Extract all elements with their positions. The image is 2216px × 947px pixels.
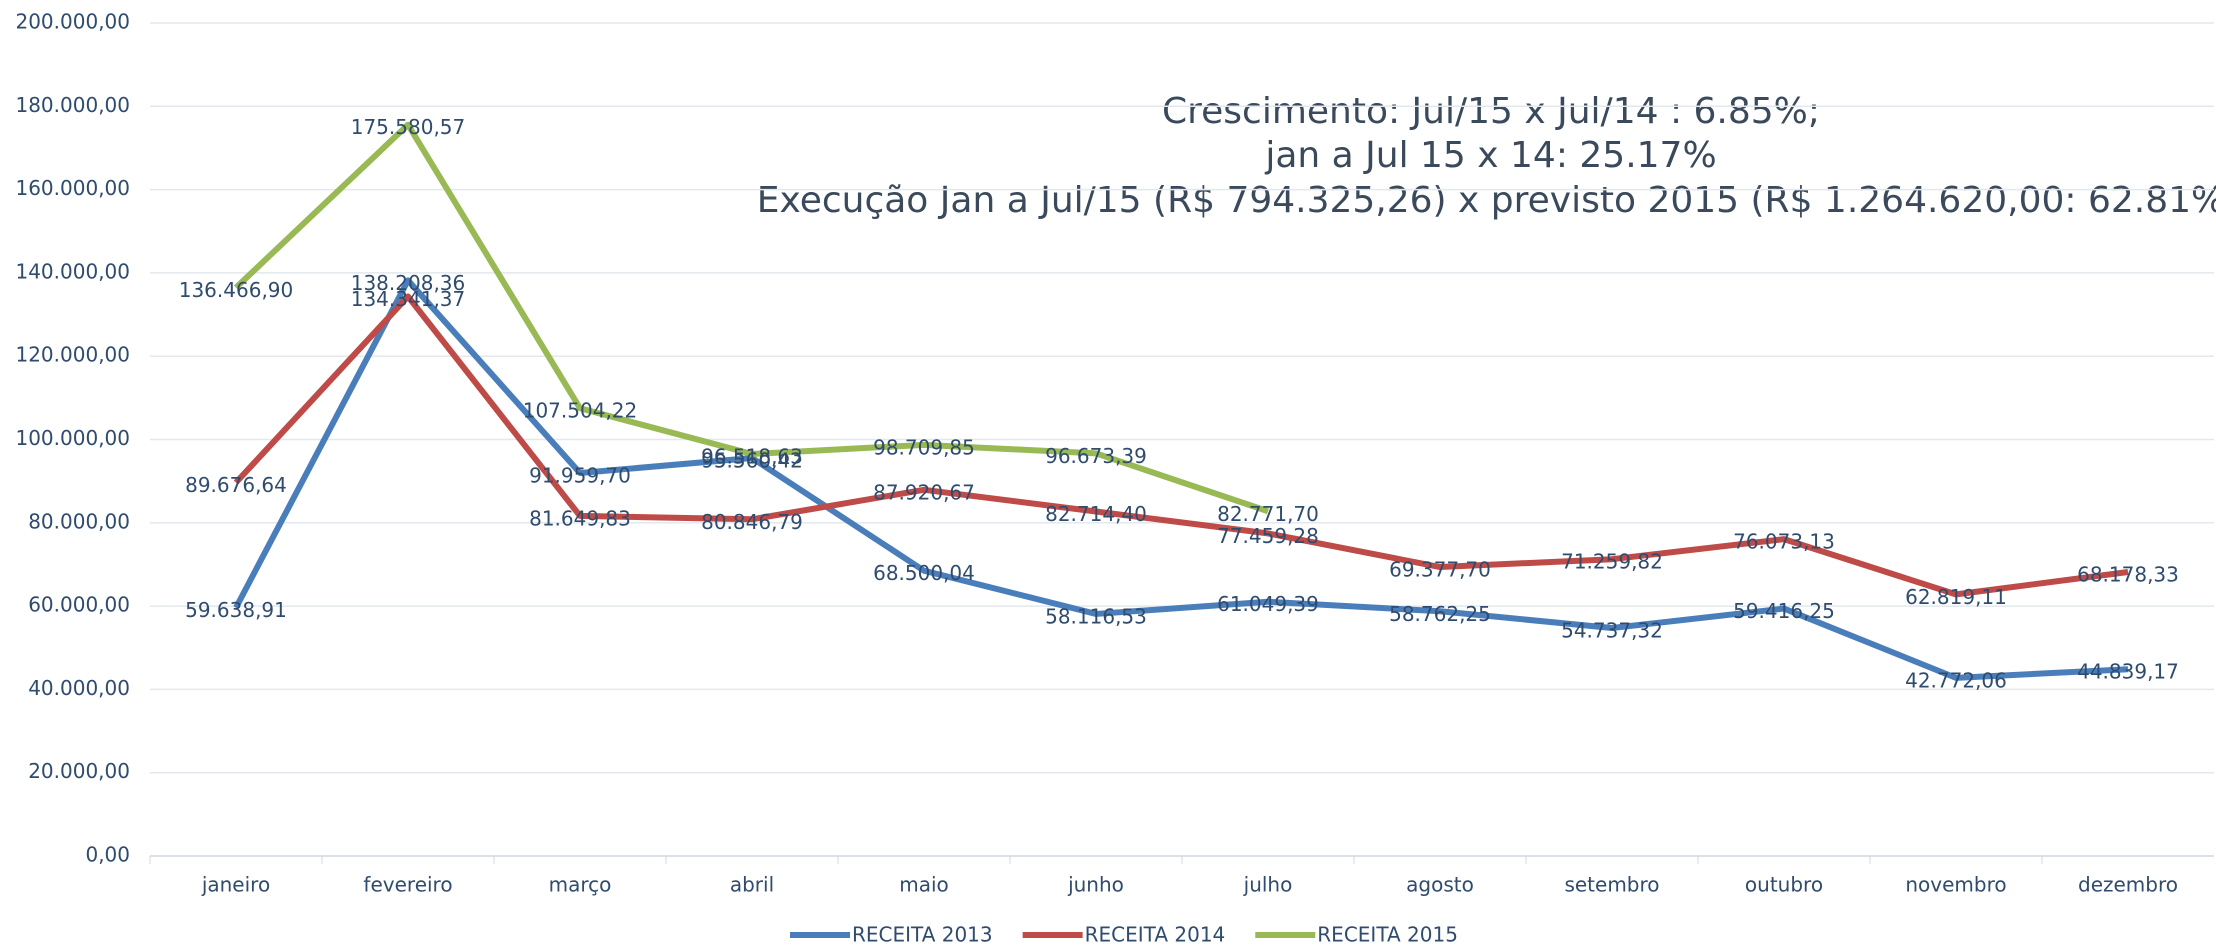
series-line	[233, 121, 1269, 515]
x-tick-label: junho	[1067, 873, 1124, 897]
data-label: 89.676,64	[185, 473, 287, 497]
data-label: 91.959,70	[529, 463, 631, 487]
data-label: 134.341,37	[351, 287, 466, 311]
y-tick-label: 80.000,00	[28, 509, 130, 533]
annotation: Execução Jan a Jul/15 (R$ 794.325,26) x …	[757, 180, 2216, 221]
series-line	[233, 277, 2129, 681]
legend-label: RECEITA 2013	[852, 923, 993, 947]
data-label: 96.673,39	[1045, 444, 1147, 468]
x-tick-label: outubro	[1745, 873, 1823, 897]
data-label: 58.116,53	[1045, 604, 1147, 628]
data-label: 77.459,28	[1217, 524, 1319, 548]
data-label: 71.259,82	[1561, 550, 1663, 574]
x-tick-label: abril	[730, 873, 774, 897]
x-tick-label: agosto	[1406, 873, 1474, 897]
legend-label: RECEITA 2014	[1085, 923, 1226, 947]
x-tick-label: novembro	[1905, 873, 2006, 897]
x-tick-label: julho	[1243, 873, 1293, 897]
data-label: 59.638,91	[185, 598, 287, 622]
x-tick-label: fevereiro	[363, 873, 452, 897]
data-label: 96.518,63	[701, 444, 803, 468]
data-label: 82.714,40	[1045, 502, 1147, 526]
data-label: 58.762,25	[1389, 602, 1491, 626]
y-tick-label: 40.000,00	[28, 676, 130, 700]
data-label: 54.737,32	[1561, 619, 1663, 643]
data-label: 98.709,85	[873, 435, 975, 459]
annotation: Crescimento: Jul/15 x Jul/14 : 6.85%;	[1162, 91, 1820, 132]
x-tick-label: maio	[899, 873, 949, 897]
series-line	[233, 293, 2129, 598]
data-label: 68.500,04	[873, 561, 975, 585]
data-label: 175.580,57	[351, 115, 466, 139]
data-label: 107.504,22	[523, 399, 638, 423]
y-tick-label: 140.000,00	[15, 259, 130, 283]
y-tick-label: 0,00	[85, 843, 130, 867]
y-tick-label: 200.000,00	[15, 10, 130, 34]
x-tick-label: janeiro	[201, 873, 270, 897]
data-label: 61.049,39	[1217, 592, 1319, 616]
data-label: 82.771,70	[1217, 502, 1319, 526]
data-label: 138.208,36	[351, 271, 466, 295]
legend-label: RECEITA 2015	[1317, 923, 1458, 947]
data-label: 87.920,67	[873, 480, 975, 504]
y-tick-label: 160.000,00	[15, 176, 130, 200]
data-label: 62.819,11	[1905, 585, 2007, 609]
y-tick-label: 60.000,00	[28, 593, 130, 617]
data-label: 76.073,13	[1733, 530, 1835, 554]
data-label: 81.649,83	[529, 506, 631, 530]
y-tick-label: 180.000,00	[15, 93, 130, 117]
data-label: 59.416,25	[1733, 599, 1835, 623]
data-label: 68.178,33	[2077, 563, 2179, 587]
y-tick-label: 20.000,00	[28, 759, 130, 783]
data-label: 69.377,70	[1389, 558, 1491, 582]
x-tick-label: dezembro	[2078, 873, 2178, 897]
data-label: 42.772,06	[1905, 668, 2007, 692]
y-tick-label: 100.000,00	[15, 426, 130, 450]
x-tick-label: março	[549, 873, 612, 897]
y-tick-label: 120.000,00	[15, 343, 130, 367]
data-label: 136.466,90	[179, 278, 294, 302]
data-label: 95.560,42	[701, 448, 803, 472]
data-label: 80.846,79	[701, 510, 803, 534]
annotation: jan a Jul 15 x 14: 25.17%	[1264, 135, 1716, 176]
data-label: 44.839,17	[2077, 660, 2179, 684]
x-tick-label: setembro	[1564, 873, 1659, 897]
